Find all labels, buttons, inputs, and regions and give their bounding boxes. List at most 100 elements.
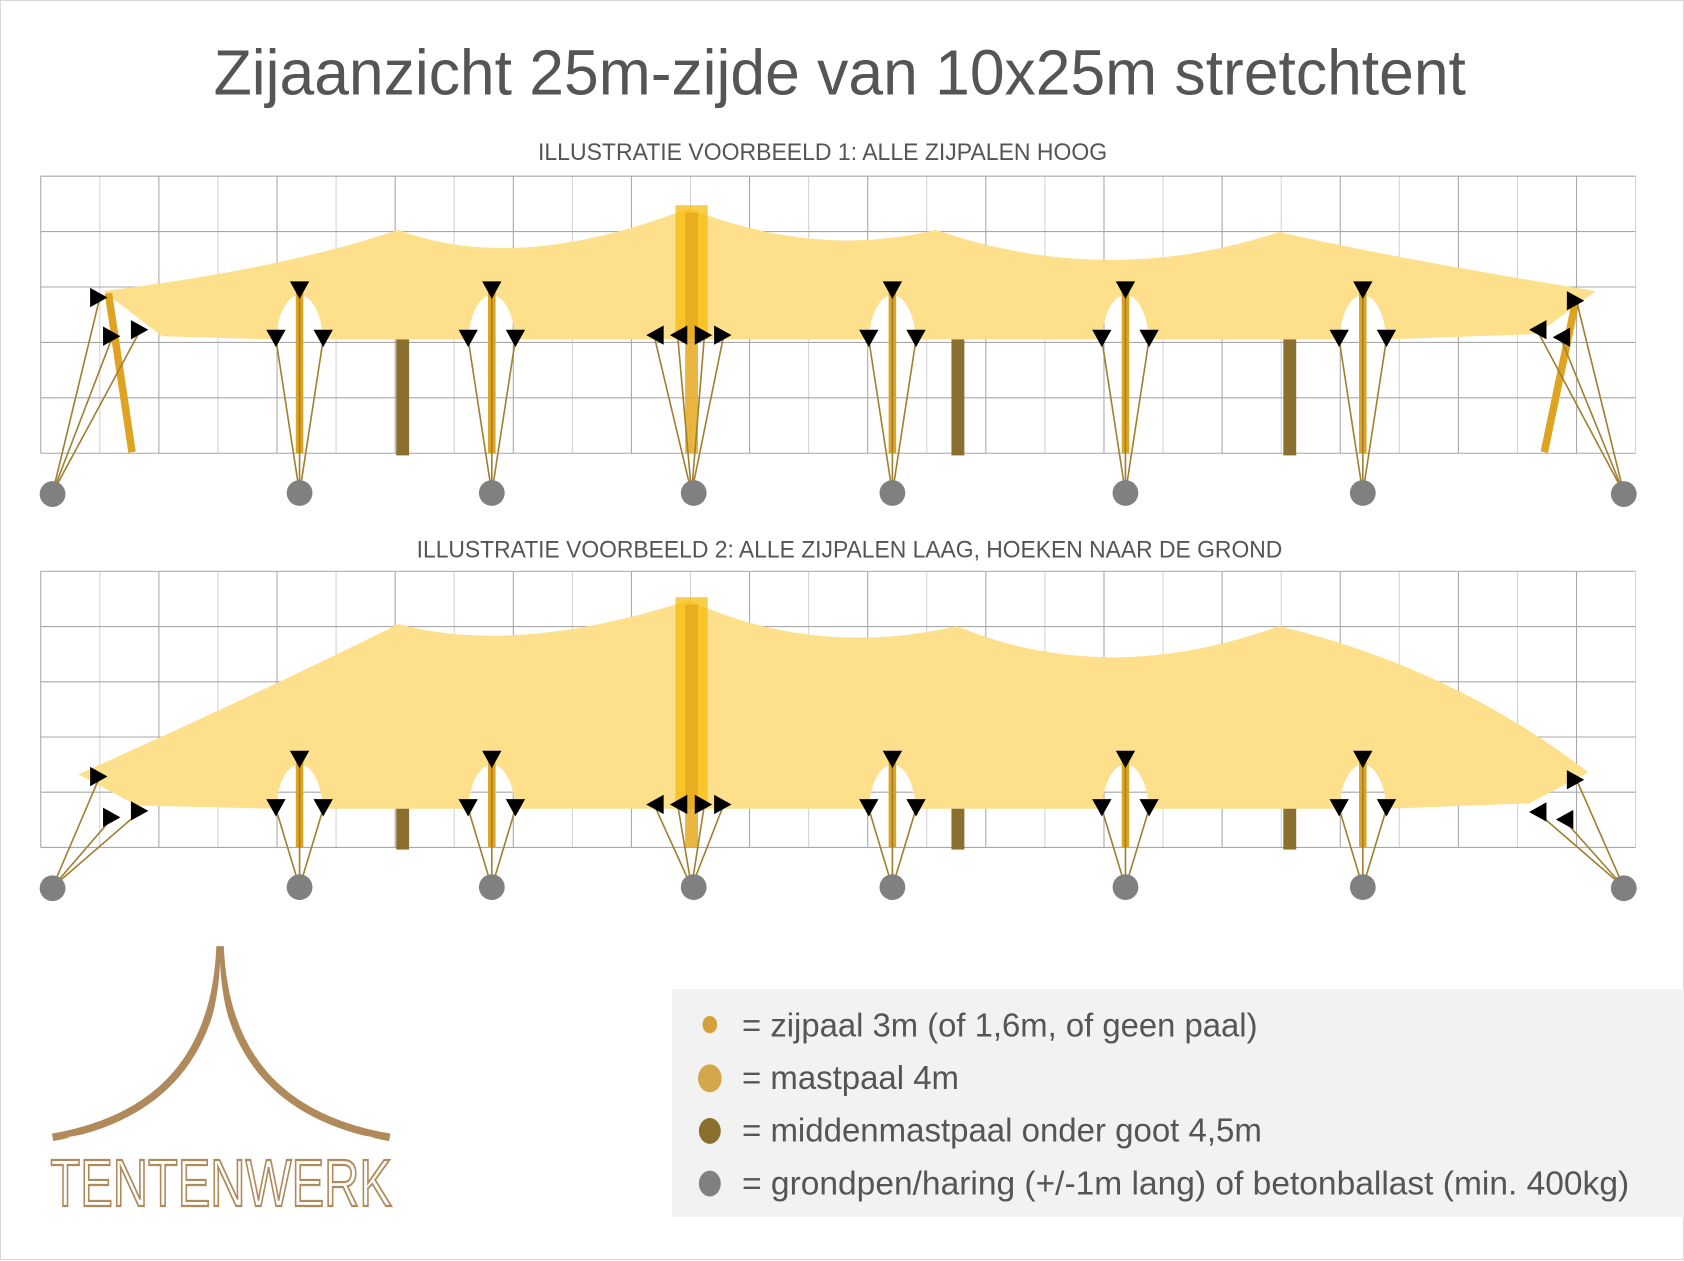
guy-line — [1559, 336, 1625, 494]
ground-anchor — [478, 480, 505, 506]
guy-tension-marker — [646, 325, 664, 345]
guy-tension-marker — [90, 287, 108, 308]
diagram-2 — [39, 570, 1637, 902]
legend-swatch-icon — [702, 1016, 718, 1034]
guy-tension-marker — [90, 766, 108, 787]
guy-tension-marker — [482, 750, 502, 769]
guy-tension-marker — [458, 329, 478, 348]
middle-mast-pole — [1283, 339, 1297, 456]
guy-tension-marker — [1353, 750, 1373, 769]
legend-swatch-icon — [697, 1064, 722, 1093]
guy-tension-marker — [694, 325, 713, 345]
guy-tension-marker — [1329, 799, 1349, 817]
guy-tension-marker — [1529, 320, 1547, 340]
guy-tension-marker — [130, 801, 149, 821]
guy-tension-marker — [882, 281, 903, 299]
guy-tension-marker — [1092, 799, 1112, 817]
page-title: Zijaanzicht 25m-zijde van 10x25m stretch… — [214, 37, 1466, 109]
guy-tension-marker — [103, 326, 121, 346]
guy-line — [51, 335, 114, 494]
guy-tension-marker — [859, 799, 879, 817]
guy-tension-marker — [1555, 809, 1574, 830]
middle-mast-pole — [951, 339, 965, 456]
corner-pole — [104, 292, 136, 453]
guy-line — [891, 339, 917, 494]
guy-tension-marker — [669, 794, 688, 815]
guy-line — [690, 335, 706, 494]
guy-line — [51, 816, 114, 888]
guy-line — [52, 810, 142, 888]
legend-item: = middenmastpaal onder goot 4,5m — [698, 1113, 1262, 1150]
middle-mast-pole — [396, 808, 410, 850]
ground-anchor — [1112, 480, 1139, 506]
guy-tension-marker — [482, 281, 502, 299]
guy-tension-marker — [859, 329, 879, 348]
legend-swatch-icon — [698, 1170, 721, 1197]
guy-tension-marker — [669, 325, 688, 345]
ground-anchor — [286, 480, 313, 506]
middle-mast-pole — [396, 339, 410, 456]
logo-arch — [51, 946, 391, 1142]
guy-tension-marker — [289, 281, 310, 299]
guy-line — [653, 334, 693, 494]
ground-anchor — [1112, 874, 1139, 901]
guy-line — [51, 776, 101, 888]
logo: TENTENWERK — [49, 946, 393, 1222]
logo-arch-inner — [65, 962, 375, 1138]
guy-tension-marker — [1552, 327, 1571, 347]
guy-line — [1536, 329, 1625, 494]
ground-anchor — [1610, 481, 1637, 507]
guy-line — [1362, 808, 1388, 888]
diagram-1-subtitle: ILLUSTRATIE VOORBEELD 1: ALLE ZIJPALEN H… — [538, 140, 1107, 166]
guy-tension-marker — [906, 799, 926, 817]
guy-tension-marker — [694, 794, 713, 815]
guy-line — [1101, 808, 1127, 888]
guy-line — [1124, 808, 1150, 888]
ground-anchor — [1349, 480, 1376, 506]
guy-line — [298, 339, 324, 494]
guy-tension-marker — [1139, 329, 1159, 348]
guy-line — [51, 329, 142, 494]
guy-tension-marker — [714, 325, 732, 345]
guy-line — [1124, 339, 1150, 494]
guy-line — [653, 804, 693, 888]
guy-line — [1563, 818, 1625, 888]
ground-anchor — [39, 875, 66, 902]
guy-line — [1338, 808, 1364, 888]
guy-tension-marker — [103, 807, 121, 828]
guy-tension-marker — [289, 750, 310, 769]
guy-line — [1338, 339, 1364, 494]
guy-tension-marker — [1566, 770, 1585, 790]
guy-tension-marker — [1139, 799, 1159, 817]
guy-line — [275, 808, 301, 888]
logo-text: TENTENWERK — [50, 1147, 392, 1221]
diagram-2-subtitle: ILLUSTRATIE VOORBEELD 2: ALLE ZIJPALEN L… — [417, 537, 1283, 563]
guy-line — [690, 804, 706, 888]
guy-line — [1536, 811, 1625, 888]
middle-mast-pole — [951, 808, 965, 850]
guy-line — [1101, 339, 1127, 494]
legend: = zijpaal 3m (of 1,6m, of geen paal) = ma… — [672, 989, 1684, 1217]
diagram-1 — [39, 175, 1637, 507]
legend-label: = zijpaal 3m (of 1,6m, of geen paal) — [742, 1007, 1258, 1044]
guy-tension-marker — [882, 750, 903, 769]
guy-tension-marker — [1115, 281, 1136, 299]
guy-line — [275, 339, 301, 494]
guy-line — [868, 808, 894, 888]
ground-anchor — [478, 874, 505, 901]
legend-swatch-icon — [698, 1118, 721, 1144]
guy-line — [298, 808, 324, 888]
guy-line — [491, 339, 517, 494]
guy-line — [1575, 300, 1625, 494]
ground-anchor — [1349, 874, 1376, 901]
guy-tension-marker — [1115, 750, 1136, 769]
guy-tension-marker — [130, 320, 149, 340]
legend-label: = grondpen/haring (+/-1m lang) of betonb… — [742, 1165, 1629, 1202]
guy-tension-marker — [458, 799, 478, 817]
guy-line — [467, 339, 493, 494]
guy-tension-marker — [1092, 329, 1112, 348]
guy-tension-marker — [266, 329, 286, 348]
legend-item: = grondpen/haring (+/-1m lang) of betonb… — [698, 1165, 1629, 1202]
